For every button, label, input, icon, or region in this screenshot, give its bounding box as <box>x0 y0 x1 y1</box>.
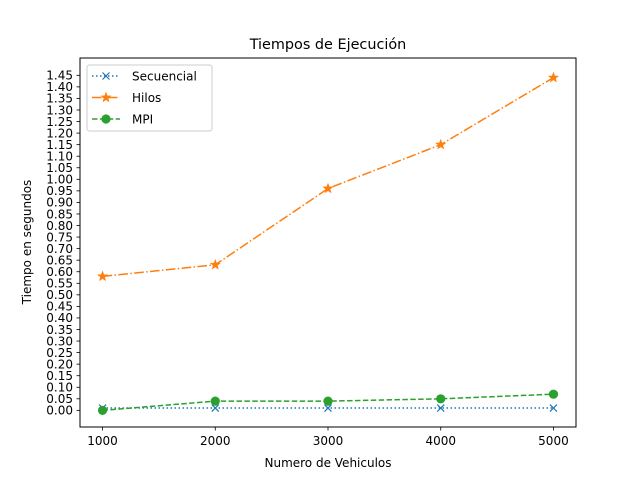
data-point-mpi <box>97 405 108 415</box>
y-tick-label: 1.20 <box>46 126 73 140</box>
y-tick-label: 0.40 <box>46 311 73 325</box>
x-axis: 1000 2000 3000 4000 5000 <box>87 427 569 448</box>
y-tick-label: 0.85 <box>46 207 73 221</box>
legend-marker-hilos <box>100 91 112 103</box>
data-point-mpi <box>548 389 559 399</box>
y-tick-label: 0.05 <box>46 392 73 406</box>
x-tick-label: 3000 <box>313 434 344 448</box>
data-point-hilos <box>547 71 560 83</box>
series-hilos <box>96 71 560 282</box>
y-tick-label: 1.45 <box>46 69 73 83</box>
y-tick-label: 1.15 <box>46 138 73 152</box>
series-line-hilos <box>102 76 554 278</box>
data-point-secuencial <box>324 404 332 412</box>
y-tick-label: 0.15 <box>46 369 73 383</box>
y-tick-label: 1.10 <box>46 149 73 163</box>
y-tick-label: 0.10 <box>46 381 73 395</box>
y-tick-label: 0.45 <box>46 300 73 314</box>
x-tick-label: 4000 <box>425 434 456 448</box>
x-axis-title: Numero de Vehiculos <box>264 456 391 470</box>
plot-area <box>96 71 560 415</box>
legend-marker-secuencial <box>102 72 110 80</box>
legend-item-secuencial: Secuencial <box>92 69 197 83</box>
legend-label-secuencial: Secuencial <box>132 69 197 83</box>
y-tick-label: 0.65 <box>46 253 73 267</box>
y-tick-label: 1.35 <box>46 92 73 106</box>
legend-box <box>86 64 213 132</box>
y-tick-label: 1.00 <box>46 173 73 187</box>
y-tick-label: 0.30 <box>46 334 73 348</box>
data-point-secuencial <box>211 404 220 412</box>
y-tick-label: 0.60 <box>46 265 73 279</box>
legend-label-hilos: Hilos <box>132 91 161 105</box>
x-tick-label: 2000 <box>200 434 231 448</box>
y-axis-title: Tiempo en segundos <box>20 180 34 306</box>
series-mpi <box>97 389 559 415</box>
y-tick-label: 0.20 <box>46 357 73 371</box>
y-tick-label: 0.35 <box>46 323 73 337</box>
x-tick-label: 1000 <box>87 434 118 448</box>
y-tick-label: 0.80 <box>46 219 73 233</box>
legend-label-mpi: MPI <box>132 112 153 126</box>
y-tick-label: 0.90 <box>46 196 73 210</box>
data-point-hilos <box>96 270 109 282</box>
data-point-mpi <box>436 394 446 404</box>
y-tick-label: 0.95 <box>46 184 73 198</box>
y-tick-label: 1.30 <box>46 103 73 117</box>
y-tick-label: 1.05 <box>46 161 73 175</box>
y-tick-label: 1.25 <box>46 115 73 129</box>
legend: Secuencial Hilos MPI <box>86 64 213 132</box>
legend-item-mpi: MPI <box>92 112 153 126</box>
data-point-mpi <box>210 396 220 406</box>
data-point-hilos <box>435 138 447 150</box>
y-tick-label: 0.55 <box>46 277 73 291</box>
y-tick-label: 0.25 <box>46 346 73 360</box>
chart-title: Tiempos de Ejecución <box>249 37 407 53</box>
y-tick-label: 0.50 <box>46 288 73 302</box>
y-tick-label: 0.70 <box>46 242 73 256</box>
y-tick-label: 0.00 <box>46 404 73 418</box>
legend-item-hilos: Hilos <box>92 91 161 105</box>
y-axis: 0.000.050.100.150.200.250.300.350.400.45… <box>46 69 80 418</box>
x-tick-label: 5000 <box>538 434 569 448</box>
data-point-secuencial <box>549 404 558 412</box>
data-point-secuencial <box>436 404 445 412</box>
data-point-mpi <box>323 396 333 406</box>
data-point-hilos <box>209 258 221 270</box>
legend-marker-mpi <box>101 114 111 124</box>
y-tick-label: 1.40 <box>46 80 73 94</box>
y-tick-label: 0.75 <box>46 230 73 244</box>
data-point-hilos <box>322 182 334 194</box>
